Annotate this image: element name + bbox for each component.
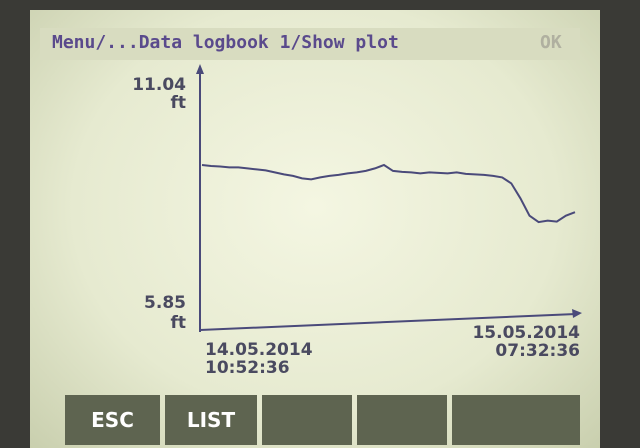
x-start-time: 10:52:36	[205, 358, 290, 378]
y-max-label: 11.04	[132, 75, 186, 95]
empty-button	[452, 395, 580, 445]
list-button[interactable]: LIST	[165, 395, 257, 445]
y-arrow	[196, 64, 204, 74]
device-screen: Menu/...Data logbook 1/Show plot OK 11.0…	[0, 0, 640, 448]
x-arrow	[572, 309, 582, 318]
plot: 11.04 ft 5.85 ft 14.05.2014 10:52:36 15.…	[0, 0, 640, 448]
empty-button	[357, 395, 447, 445]
empty-button	[262, 395, 352, 445]
x-end-time: 07:32:36	[495, 341, 580, 361]
y-unit: ft	[170, 313, 186, 333]
y-min-label: 5.85	[144, 293, 186, 313]
x-end-date: 15.05.2014	[472, 323, 580, 343]
x-start-date: 14.05.2014	[205, 340, 313, 360]
level-line	[202, 165, 575, 222]
esc-button[interactable]: ESC	[65, 395, 160, 445]
y-unit: ft	[170, 93, 186, 113]
